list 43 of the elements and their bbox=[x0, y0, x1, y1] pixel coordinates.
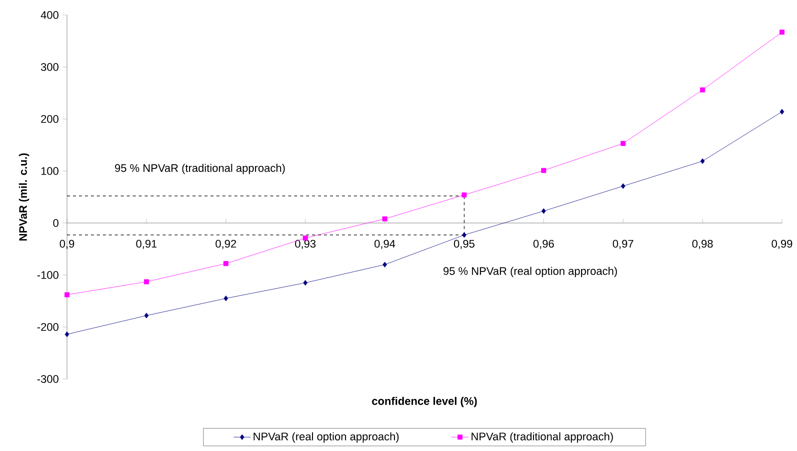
point bbox=[303, 280, 308, 286]
x-tick-label: 0,94 bbox=[374, 240, 396, 249]
y-tick-label: 300 bbox=[40, 63, 58, 71]
point bbox=[144, 312, 149, 318]
y-tick-label: 200 bbox=[41, 115, 58, 123]
point bbox=[382, 216, 388, 222]
ref-line-label: 95 % NPVaR (real option approach) bbox=[443, 266, 617, 278]
point bbox=[542, 208, 546, 214]
y-tick-label: 0 bbox=[53, 219, 58, 227]
point bbox=[780, 108, 784, 115]
x-tick-label: 0,96 bbox=[533, 240, 554, 249]
legend-label: NPVaR (real option approach) bbox=[254, 432, 399, 443]
x-tick-label: 0,98 bbox=[692, 240, 713, 249]
point bbox=[700, 87, 706, 92]
legend-label: NPVaR (traditional approach) bbox=[472, 432, 613, 443]
x-axis-title: confidence level (%) bbox=[372, 396, 477, 408]
x-tick-label: 0,97 bbox=[612, 240, 634, 249]
point bbox=[382, 262, 387, 268]
point bbox=[620, 140, 626, 146]
y-axis-title: NPVaR (mil. c.u.) bbox=[18, 153, 30, 240]
y-tick-label: 100 bbox=[41, 167, 58, 175]
point bbox=[64, 331, 70, 338]
ref-line-label: 95 % NPVaR (traditional approach) bbox=[115, 164, 285, 174]
point bbox=[541, 168, 546, 173]
x-tick-label: 0,99 bbox=[772, 240, 792, 249]
point bbox=[223, 261, 228, 266]
point bbox=[779, 30, 784, 35]
x-tick-label: 0,92 bbox=[216, 240, 236, 249]
y-tick-label: 400 bbox=[40, 11, 58, 19]
y-tick-label: -100 bbox=[37, 271, 58, 279]
x-tick-label: 0,91 bbox=[136, 240, 157, 249]
y-tick-label: -200 bbox=[37, 323, 58, 331]
point bbox=[224, 296, 228, 302]
x-tick-label: 0,9 bbox=[60, 240, 74, 249]
x-tick-label: 0,93 bbox=[295, 240, 316, 249]
y-tick-label: -300 bbox=[37, 375, 58, 383]
point bbox=[64, 292, 70, 298]
x-tick-label: 0,95 bbox=[454, 240, 474, 249]
point bbox=[462, 192, 467, 198]
point bbox=[620, 183, 626, 189]
point bbox=[700, 158, 705, 164]
point bbox=[462, 232, 466, 238]
point bbox=[144, 279, 149, 284]
